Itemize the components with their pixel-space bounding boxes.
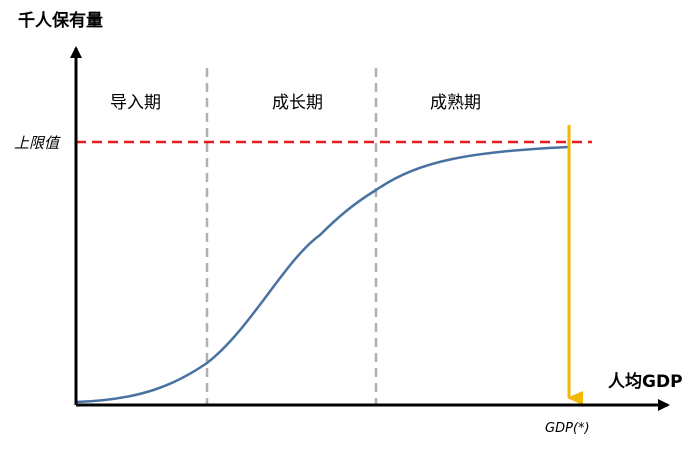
y-axis-label: 千人保有量 — [18, 10, 103, 31]
gdp-marker-label: GDP(*) — [545, 421, 590, 436]
upper-limit-label: 上限值 — [14, 134, 61, 152]
phase-label-intro: 导入期 — [110, 93, 161, 113]
phase-label-growth: 成长期 — [272, 93, 323, 113]
x-axis-label: 人均GDP — [608, 371, 683, 392]
s-curve — [75, 145, 569, 404]
phase-label-mature: 成熟期 — [430, 92, 481, 113]
